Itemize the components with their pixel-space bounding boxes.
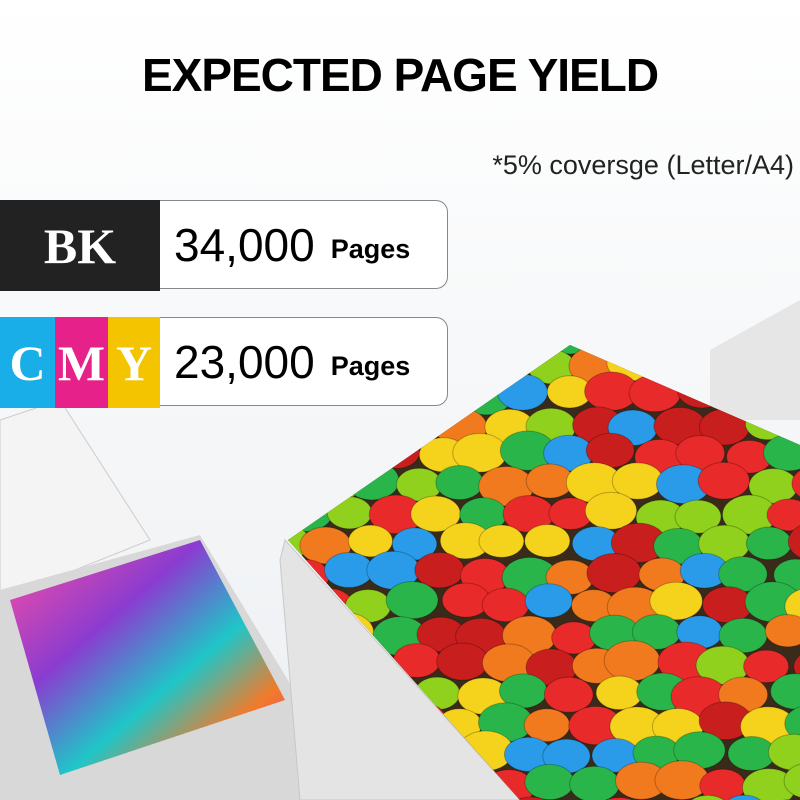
- coverage-note: *5% coversge (Letter/A4): [492, 150, 794, 180]
- paper-stack-back: [710, 300, 800, 420]
- candy: [523, 708, 571, 743]
- candy: [783, 762, 800, 800]
- c-label: C: [0, 317, 55, 408]
- candy: [478, 524, 525, 558]
- candy: [595, 675, 644, 711]
- m-label: M: [55, 317, 108, 408]
- candy: [791, 465, 800, 502]
- candy: [764, 614, 800, 648]
- candy: [524, 763, 575, 800]
- candy: [441, 582, 491, 618]
- candy: [584, 491, 638, 530]
- candy: [385, 580, 439, 620]
- page-count: 34,000: [174, 218, 315, 271]
- candy: [436, 642, 489, 681]
- unit: Pages: [330, 234, 411, 264]
- candy: [503, 796, 559, 800]
- candy: [347, 524, 394, 558]
- candy: [323, 551, 374, 589]
- candy: [674, 499, 722, 534]
- candy: [543, 676, 594, 713]
- candy: [793, 649, 800, 684]
- unit: Pages: [330, 351, 411, 381]
- title: EXPECTED PAGE YIELD: [141, 49, 659, 101]
- candy: [766, 498, 800, 532]
- y-label: Y: [108, 317, 160, 408]
- candy: [569, 765, 620, 800]
- candy: [684, 794, 732, 800]
- candy: [721, 794, 768, 800]
- candy: [524, 523, 571, 558]
- photo-print: [10, 540, 285, 775]
- candy: [787, 521, 800, 562]
- bk-label: BK: [0, 200, 160, 291]
- yield-box: 34,000 Pages: [160, 200, 448, 289]
- candy: [745, 526, 793, 561]
- page-count: 23,000: [174, 335, 315, 388]
- candy: [594, 796, 645, 800]
- candy: [435, 465, 484, 501]
- candy: [784, 587, 800, 626]
- candy: [649, 581, 703, 621]
- candy: [784, 704, 800, 743]
- yield-box: 23,000 Pages: [160, 317, 448, 406]
- candy: [524, 583, 573, 619]
- candy: [743, 649, 790, 684]
- candy: [697, 461, 751, 500]
- paper-stack-side: [279, 538, 521, 800]
